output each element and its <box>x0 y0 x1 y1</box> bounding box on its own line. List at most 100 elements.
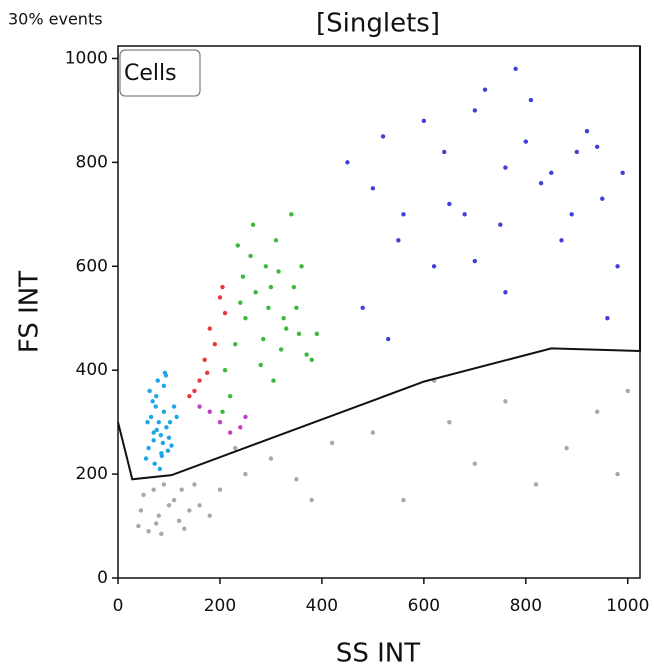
point <box>238 300 243 305</box>
point <box>192 482 197 487</box>
point <box>276 269 281 274</box>
point <box>289 212 294 217</box>
point <box>176 518 182 524</box>
point <box>462 212 467 217</box>
point <box>299 264 304 269</box>
point <box>569 212 574 217</box>
point <box>538 180 544 186</box>
point <box>152 461 157 466</box>
point <box>227 430 233 435</box>
point <box>447 201 452 207</box>
point <box>160 440 166 446</box>
point <box>261 336 266 342</box>
point <box>222 367 228 373</box>
point <box>243 414 248 420</box>
point <box>370 430 376 435</box>
point <box>294 305 299 311</box>
point <box>161 409 167 414</box>
point <box>447 419 452 425</box>
point <box>564 445 569 451</box>
point <box>442 149 447 155</box>
point <box>594 409 600 414</box>
x-tick-label: 200 <box>204 596 236 616</box>
point <box>625 388 630 394</box>
point <box>154 393 159 399</box>
point <box>161 482 167 487</box>
point <box>157 466 163 472</box>
y-axis-label: FS INT <box>15 271 45 353</box>
point <box>271 378 276 383</box>
x-tick-label: 600 <box>408 596 440 616</box>
point <box>197 378 202 383</box>
y-tick-label: 0 <box>97 568 108 588</box>
point <box>182 526 187 531</box>
point <box>150 399 155 404</box>
point <box>155 378 160 383</box>
point <box>380 134 386 139</box>
point <box>151 487 156 492</box>
point <box>243 316 248 321</box>
point <box>281 316 286 321</box>
gate-label: Cells <box>124 61 177 86</box>
point <box>401 497 406 503</box>
y-tick-label: 400 <box>76 360 108 380</box>
point <box>145 419 150 425</box>
point <box>217 487 223 492</box>
point <box>147 388 152 394</box>
point <box>258 362 263 368</box>
gate <box>117 46 641 481</box>
y-tick-label: 1000 <box>65 48 108 68</box>
point <box>431 264 437 269</box>
point <box>233 445 238 451</box>
point <box>268 456 274 461</box>
point <box>143 456 149 461</box>
point <box>574 149 579 155</box>
point <box>202 357 207 362</box>
point <box>309 497 314 503</box>
point <box>171 497 177 503</box>
point <box>207 409 212 414</box>
point <box>278 347 284 352</box>
point <box>192 388 197 394</box>
point <box>296 331 302 337</box>
point <box>171 404 177 409</box>
chart-subtitle: 30% events <box>8 10 103 29</box>
point <box>187 393 192 399</box>
point <box>304 352 309 357</box>
point <box>220 284 225 290</box>
y-tick-label: 800 <box>76 152 108 172</box>
point <box>584 129 590 134</box>
point <box>266 305 271 311</box>
point <box>235 243 240 248</box>
point <box>523 139 529 144</box>
point <box>370 186 376 191</box>
point <box>248 253 253 259</box>
x-tick-label: 1000 <box>606 596 649 616</box>
point <box>138 508 144 513</box>
point <box>360 305 365 311</box>
point <box>594 144 600 149</box>
point <box>146 445 151 451</box>
point <box>151 430 156 435</box>
point <box>159 531 164 537</box>
point <box>472 108 478 113</box>
point <box>164 425 169 430</box>
point <box>250 222 256 227</box>
point <box>309 357 314 362</box>
point <box>166 503 172 508</box>
point <box>146 529 151 534</box>
point <box>163 373 169 378</box>
point <box>559 238 564 243</box>
point <box>148 414 154 420</box>
point <box>268 284 274 290</box>
point <box>472 461 478 466</box>
point <box>263 264 269 269</box>
point <box>273 238 279 243</box>
chart-title: [Singlets] <box>316 9 440 39</box>
y-tick-label: 200 <box>76 464 108 484</box>
x-axis-label: SS INT <box>336 639 420 668</box>
plot-frame <box>117 45 641 579</box>
point <box>217 295 223 300</box>
point <box>600 196 605 201</box>
point <box>401 212 406 217</box>
